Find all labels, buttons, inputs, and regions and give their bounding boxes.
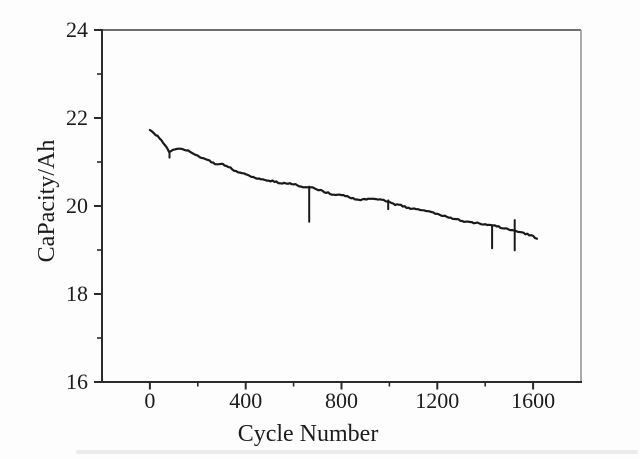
y-tick-label: 22 (66, 105, 88, 130)
capacity-curve (148, 128, 538, 240)
x-axis-title: Cycle Number (237, 421, 379, 447)
image-edge-artifact (76, 450, 638, 454)
y-tick-label: 16 (66, 369, 88, 394)
x-tick-label: 0 (144, 388, 155, 413)
x-tick-label: 400 (229, 388, 262, 413)
x-tick-label: 800 (325, 388, 358, 413)
y-tick-label: 24 (66, 17, 88, 42)
x-tick-label: 1200 (415, 388, 459, 413)
x-tick-label: 1600 (511, 388, 555, 413)
plot-axes (101, 29, 582, 383)
y-tick-label: 20 (66, 193, 88, 218)
y-tick-label: 18 (66, 281, 88, 306)
y-axis-title: CaPacity/Ah (34, 139, 60, 263)
